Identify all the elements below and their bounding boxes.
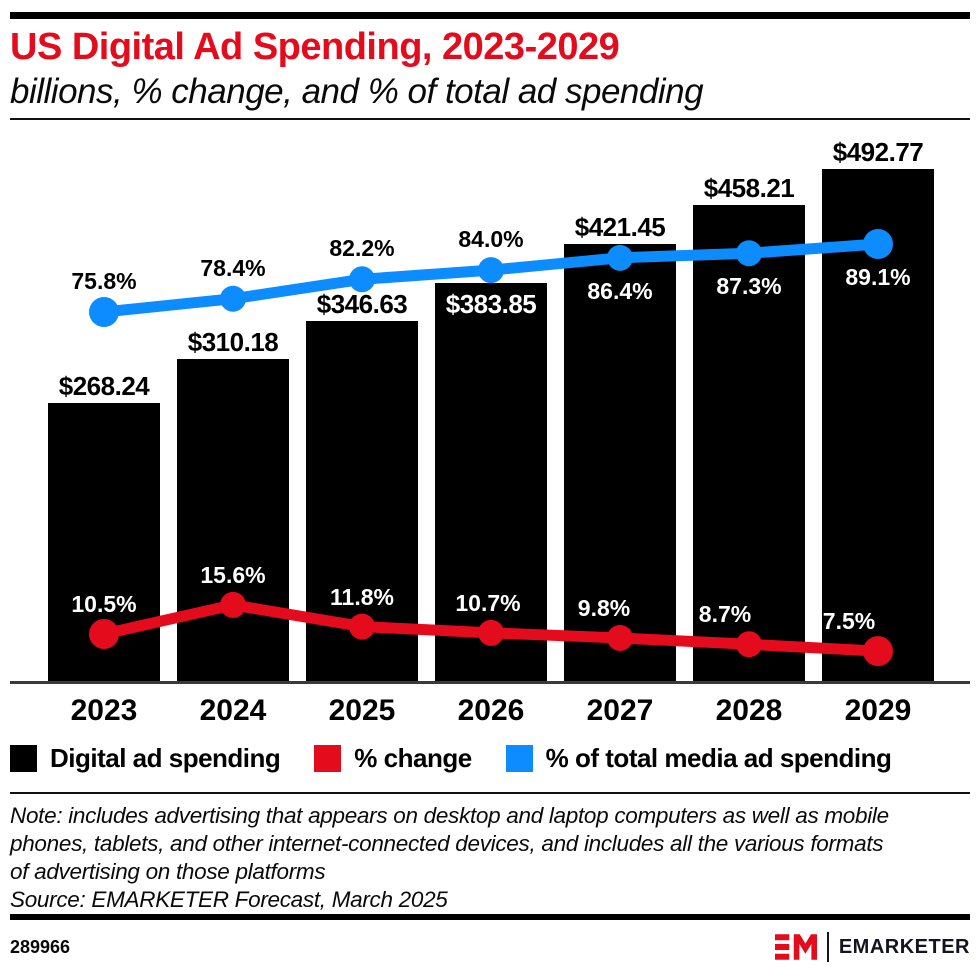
note-line-2: phones, tablets, and other internet-conn… [10, 831, 884, 856]
x-tick-2026: 2026 [457, 694, 525, 727]
pct-change-label-2027: 9.8% [577, 594, 631, 621]
line-series-overlay [89, 229, 893, 667]
brand-name: EMARKETER [838, 935, 970, 958]
x-tick-2025: 2025 [328, 694, 396, 727]
pct-change-point-2029 [863, 636, 893, 667]
bar-value-label-2024: $310.18 [187, 327, 279, 358]
chart-legend: Digital ad spending % change % of total me… [10, 743, 970, 773]
pct-of-total-point-2026 [478, 257, 504, 284]
pct-change-point-2026 [478, 619, 504, 646]
footer: 289966 EMARKETER [10, 932, 970, 962]
pct-of-total-label-2023: 75.8% [71, 268, 137, 294]
pct-change-point-2028 [736, 631, 762, 658]
emarketer-logo: EMARKETER [774, 932, 970, 962]
bar-value-label-2026: $383.85 [445, 288, 537, 319]
pct-of-total-point-2028 [736, 240, 762, 267]
x-tick-2027: 2027 [586, 694, 654, 727]
bar-2024 [177, 359, 289, 682]
logo-divider [826, 932, 829, 962]
legend-item-digital-ad-spending: Digital ad spending [10, 742, 281, 774]
x-tick-2029: 2029 [844, 694, 912, 727]
pct-change-label-2025: 11.8% [330, 583, 394, 610]
bar-value-label-2023: $268.24 [58, 371, 150, 401]
chart-notes: Note: includes advertising that appears … [10, 802, 970, 914]
legend-swatch-of-total-media-ad-spending [505, 744, 533, 772]
bar-value-label-2025: $346.63 [316, 289, 408, 320]
pct-of-total-point-2025 [349, 266, 375, 293]
pct-of-total-point-2024 [220, 285, 246, 312]
legend-item-of-total-media-ad-spending: % of total media ad spending [505, 742, 892, 774]
legend-label-of-total-media-ad-spending: % of total media ad spending [545, 742, 892, 773]
bar-value-label-2027: $421.45 [574, 211, 666, 242]
chart-title: US Digital Ad Spending, 2023-2029 [10, 26, 620, 68]
note-line-3: of advertising on those platforms [10, 859, 326, 884]
top-accent-bar [10, 12, 970, 19]
x-tick-2023: 2023 [70, 694, 138, 727]
em-monogram-icon [774, 934, 817, 960]
chart-id: 289966 [10, 936, 71, 957]
source-line: Source: EMARKETER Forecast, March 2025 [10, 887, 448, 912]
pct-change-label-2024: 15.6% [200, 561, 266, 588]
bar-value-label-2029: $492.77 [832, 137, 924, 168]
bar-2028 [693, 205, 805, 682]
legend-label-change: % change [354, 742, 472, 773]
bar-value-label-2028: $458.21 [703, 173, 795, 204]
pct-change-point-2023 [89, 619, 119, 649]
note-divider [10, 792, 970, 794]
legend-swatch-digital-ad-spending [10, 744, 37, 772]
bar-2027 [564, 243, 676, 682]
legend-item-change: % change [314, 742, 472, 774]
pct-of-total-label-2026: 84.0% [458, 226, 524, 253]
pct-of-total-label-2025: 82.2% [329, 235, 395, 262]
pct-of-total-point-2023 [89, 297, 119, 327]
header-divider [10, 118, 970, 120]
note-line-1: Note: includes advertising that appears … [10, 803, 889, 828]
chart-subtitle: billions, % change, and % of total ad sp… [10, 72, 704, 111]
legend-label-digital-ad-spending: Digital ad spending [50, 742, 281, 773]
pct-of-total-point-2027 [607, 244, 633, 271]
pct-change-label-2023: 10.5% [71, 591, 137, 617]
pct-change-point-2025 [349, 613, 375, 640]
legend-swatch-change [314, 744, 342, 772]
pct-change-label-2029: 7.5% [822, 608, 876, 635]
pct-of-total-label-2027: 86.4% [587, 277, 653, 304]
pct-of-total-label-2028: 87.3% [716, 273, 782, 300]
chart-plot-area: $268.24 $310.18 $346.63 $383.85 $421.45 $458.… [10, 120, 970, 727]
pct-change-label-2028: 8.7% [698, 601, 752, 628]
pct-of-total-label-2029: 89.1% [845, 264, 911, 291]
pct-of-total-label-2024: 78.4% [200, 254, 266, 281]
pct-change-point-2027 [607, 624, 633, 651]
footer-accent-bar [10, 914, 970, 920]
bar-2026 [435, 282, 547, 682]
x-axis-line [10, 681, 970, 684]
pct-change-point-2024 [220, 591, 246, 618]
pct-change-label-2026: 10.7% [455, 589, 521, 616]
emarketer-chart-card: US Digital Ad Spending, 2023-2029 billio… [0, 12, 980, 962]
x-tick-2024: 2024 [199, 694, 267, 727]
pct-of-total-point-2029 [863, 229, 893, 260]
x-tick-2028: 2028 [715, 694, 783, 727]
